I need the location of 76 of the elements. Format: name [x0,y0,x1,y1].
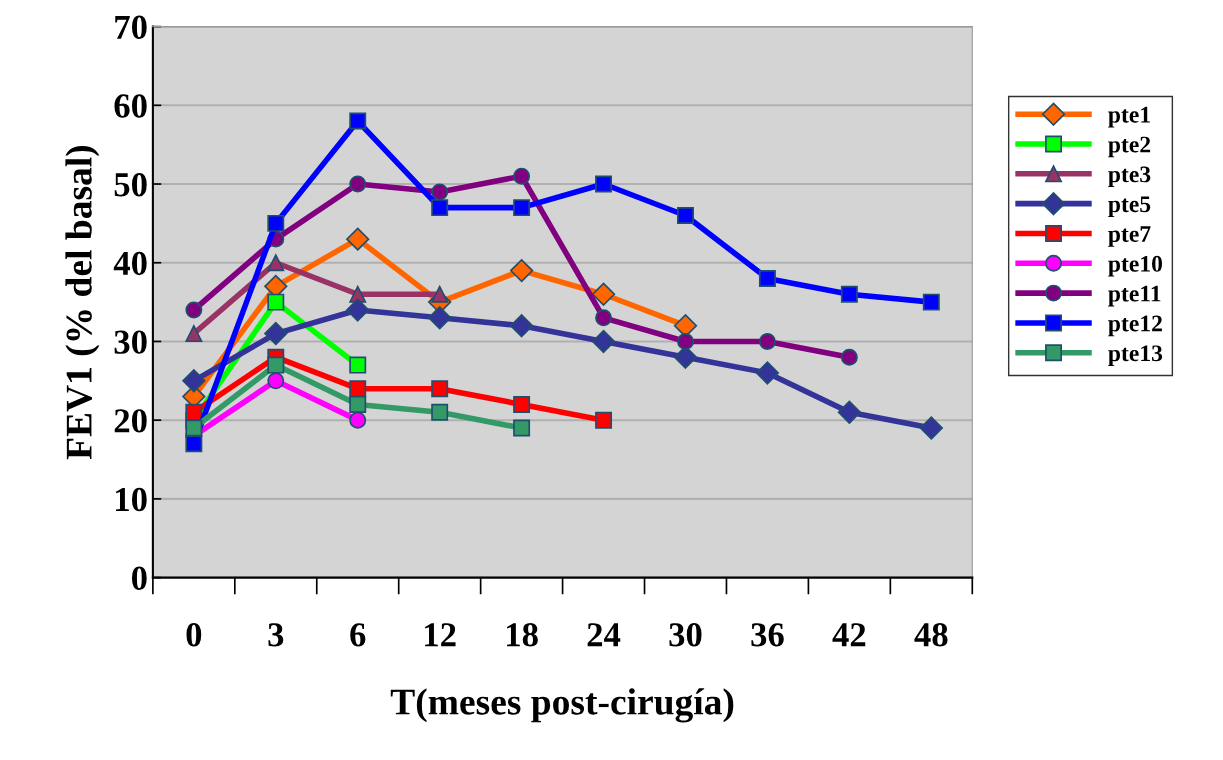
point [185,301,203,319]
point [267,254,285,272]
y-tick-label: 40 [113,251,147,276]
y-tick-label: 70 [115,15,147,39]
point [267,293,285,311]
point [428,306,452,330]
point [267,214,285,232]
legend-label: pte5 [1108,196,1151,217]
point [431,380,449,398]
point [755,361,780,385]
point [185,403,203,421]
y-tick-label: 10 [116,487,147,512]
point [513,167,531,185]
point [267,356,285,374]
x-tick-label: 12 [425,623,456,647]
point [185,419,203,437]
point [509,314,534,338]
x-tick-label: 3 [268,623,284,647]
x-tick-label: 18 [507,623,538,647]
point [677,207,694,224]
point [185,435,203,453]
point [431,183,449,201]
legend-label: pte10 [1108,255,1163,277]
point [677,332,694,350]
point [182,369,206,393]
x-tick-label: 24 [587,623,621,647]
point [513,419,531,437]
legend-label: pte11 [1108,285,1161,307]
y-tick-label: 20 [114,409,147,433]
point [840,348,858,366]
y-tick-label: 50 [114,172,147,197]
point [837,400,862,424]
point [267,372,285,390]
point [349,411,367,429]
point [349,380,367,398]
y-axis-title: FEV1 (% del basal) [65,145,100,460]
point [349,356,367,374]
point [431,199,449,217]
x-tick-label: 48 [914,623,948,647]
point [509,258,534,283]
point [595,175,613,193]
point [922,293,940,311]
point [919,416,943,440]
point [758,270,776,287]
y-tick-label: 0 [131,566,147,590]
x-tick-label: 36 [751,623,784,647]
point [513,395,531,413]
point [349,112,367,130]
legend-label: pte7 [1108,226,1151,247]
point [349,395,367,413]
legend-label: pte2 [1108,136,1151,158]
point [346,227,370,251]
x-tick-label: 0 [186,623,202,647]
legend-label: pte3 [1108,166,1151,188]
point [758,332,776,350]
point [346,298,370,322]
point [591,329,616,354]
legend-label: pte12 [1108,315,1162,337]
point [431,403,449,421]
x-axis-title: T(meses post-cirugía) [390,688,734,723]
y-tick-label: 30 [114,330,147,354]
point [264,321,288,346]
point [595,411,613,429]
point [513,199,531,217]
point [840,285,858,303]
x-tick-label: 6 [350,623,366,647]
point [431,285,449,303]
x-tick-label: 42 [832,623,866,647]
point [591,282,616,306]
point [595,309,613,327]
legend-label: pte13 [1108,345,1163,367]
x-tick-label: 30 [669,623,702,647]
point [185,325,203,343]
point [349,175,367,193]
y-tick-label: 60 [114,94,147,118]
legend-label: pte1 [1108,106,1150,128]
